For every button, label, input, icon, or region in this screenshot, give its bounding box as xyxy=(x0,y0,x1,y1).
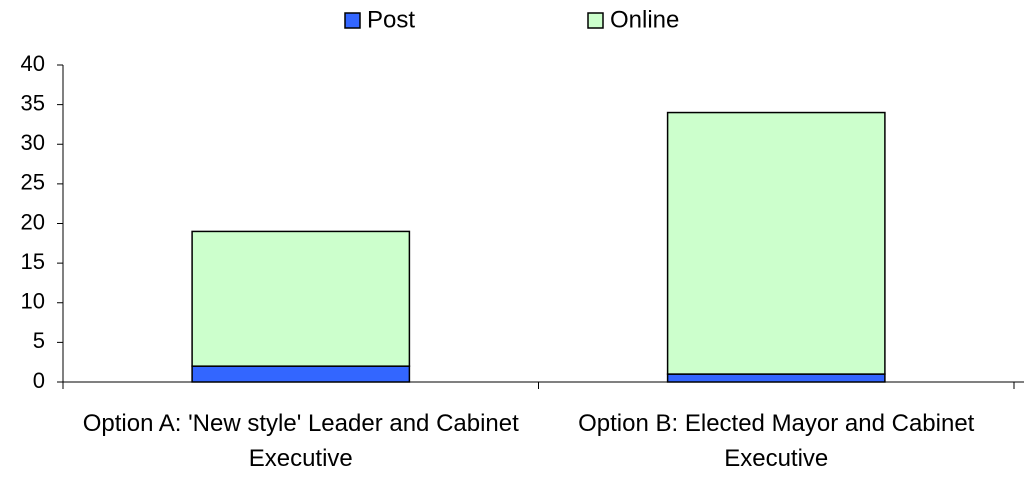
y-tick-label: 15 xyxy=(21,249,45,274)
bar-segment xyxy=(666,373,886,383)
bar-segment xyxy=(666,111,886,375)
bar-segment xyxy=(191,365,411,383)
y-tick-label: 25 xyxy=(21,170,45,195)
y-tick-label: 35 xyxy=(21,90,45,115)
y-tick-label: 10 xyxy=(21,289,45,314)
legend-swatch xyxy=(344,12,361,29)
legend-label: Post xyxy=(367,6,415,33)
x-tick-label: Option B: Elected Mayor and Cabinet Exec… xyxy=(578,410,975,472)
bar-segment xyxy=(191,230,411,367)
x-tick-label: Option A: 'New style' Leader and Cabinet… xyxy=(82,410,519,472)
y-tick-label: 30 xyxy=(21,130,45,155)
y-tick-label: 20 xyxy=(21,209,45,234)
y-tick-label: 40 xyxy=(21,51,45,76)
legend-label: Online xyxy=(610,6,679,33)
legend-swatch xyxy=(587,12,604,29)
y-tick-label: 5 xyxy=(33,328,45,353)
y-tick-label: 0 xyxy=(33,368,45,393)
